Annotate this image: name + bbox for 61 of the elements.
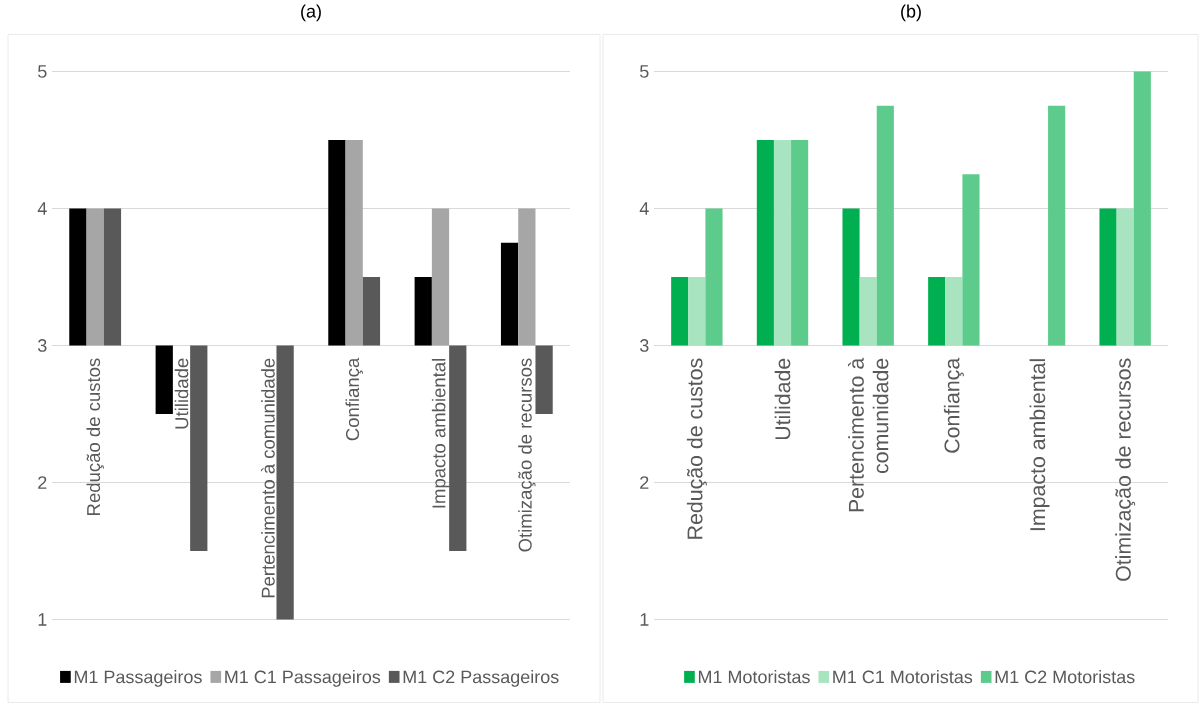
- x-tick-label: Otimização de recursos: [1115, 358, 1136, 581]
- chart-title: (a): [301, 4, 321, 21]
- bar: [69, 208, 87, 346]
- y-tick-label: 4: [37, 202, 47, 215]
- bar: [1048, 105, 1066, 346]
- bar: [756, 139, 774, 346]
- y-tick-label: 2: [38, 475, 47, 489]
- bar: [705, 208, 723, 346]
- y-tick-label: 3: [639, 338, 649, 352]
- bar: [773, 139, 792, 346]
- x-tick-label: Redução de custos: [86, 358, 104, 515]
- bar: [1116, 208, 1134, 346]
- bar: [276, 345, 294, 620]
- bar: [155, 345, 173, 414]
- bar: [535, 345, 553, 414]
- bar: [859, 276, 877, 346]
- bar: [791, 139, 809, 346]
- bar: [500, 242, 519, 346]
- bar: [928, 276, 946, 346]
- y-tick-label: 3: [37, 338, 47, 352]
- bar: [86, 208, 104, 346]
- x-tick-label: Pertencimento à comunidade: [847, 357, 889, 512]
- legend-label: M1 C1 Passageiros: [225, 669, 381, 687]
- bar: [414, 276, 432, 346]
- bar: [842, 208, 860, 346]
- bar: [345, 139, 363, 346]
- x-tick-label: Utilidade: [174, 358, 189, 429]
- bar: [945, 276, 963, 346]
- y-tick-label: 5: [38, 64, 47, 78]
- legend-label: M1 C1 Motoristas: [833, 669, 973, 684]
- bar: [103, 208, 122, 346]
- bar: [671, 276, 689, 346]
- bar: [449, 345, 467, 551]
- legend-label: M1 C2 Motoristas: [995, 669, 1135, 684]
- bar: [1133, 71, 1151, 346]
- y-tick-label: 1: [38, 613, 47, 626]
- y-tick-label: 1: [640, 613, 649, 626]
- legend-label: M1 C2 Passageiros: [403, 669, 559, 687]
- x-tick-label: Confiança: [345, 357, 363, 441]
- bar: [688, 276, 706, 346]
- bar: [328, 139, 346, 346]
- x-tick-label: Otimização de recursos: [518, 358, 536, 552]
- bar: [962, 174, 980, 346]
- y-tick-label: 5: [640, 64, 649, 78]
- bar: [1099, 208, 1117, 346]
- legend-label: M1 Motoristas: [698, 669, 810, 684]
- x-tick-label: Confiança: [943, 357, 964, 453]
- bar: [431, 208, 450, 346]
- x-tick-label: Redução de custos: [686, 358, 707, 539]
- bar: [518, 208, 536, 346]
- x-tick-label: Impacto ambiental: [431, 358, 450, 508]
- x-tick-label: Pertencimento à comunidade: [260, 358, 275, 598]
- x-tick-label: Utilidade: [774, 358, 791, 439]
- legend-label: M1 Passageiros: [74, 669, 202, 687]
- y-tick-label: 2: [640, 475, 649, 489]
- y-tick-label: 4: [639, 202, 649, 215]
- bar: [190, 345, 208, 551]
- bar: [362, 276, 381, 346]
- bar: [876, 105, 894, 346]
- chart-title: (b): [901, 4, 921, 21]
- x-tick-label: Impacto ambiental: [1029, 359, 1050, 530]
